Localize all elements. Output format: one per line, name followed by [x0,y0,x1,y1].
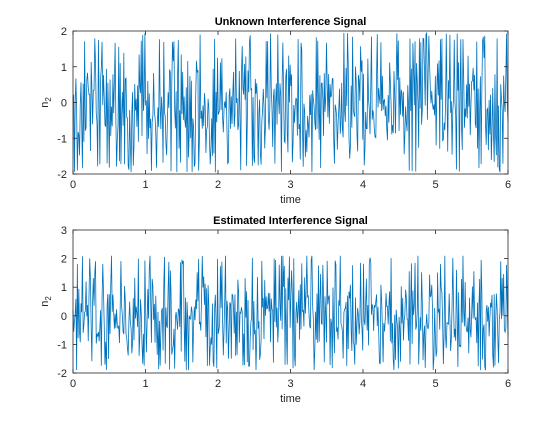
x-tick-label: 1 [142,378,148,390]
chart-title: Estimated Interference Signal [213,215,368,227]
y-tick-label: -1 [57,339,67,351]
y-axis-label: n2 [39,97,53,108]
x-tick-label: 4 [360,179,366,191]
y-tick-label: -2 [57,368,67,380]
y-tick-label: 0 [61,311,67,323]
y-axis-label-subscript: 2 [44,97,53,102]
y-tick-label: 2 [61,254,67,266]
y-axis-label-main: n [39,102,51,108]
chart-title: Unknown Interference Signal [215,16,367,28]
x-tick-label: 2 [215,378,221,390]
y-axis-label: n2 [39,296,53,307]
x-tick-label: 5 [432,378,438,390]
x-tick-label: 3 [287,179,293,191]
x-tick-label: 6 [505,179,511,191]
y-tick-label: 3 [61,225,67,237]
x-tick-label: 6 [505,378,511,390]
y-tick-label: 1 [61,282,67,294]
y-axis-label-main: n [39,301,51,307]
y-tick-label: 0 [61,98,67,110]
y-axis-label-subscript: 2 [44,296,53,301]
x-tick-label: 1 [142,179,148,191]
x-axis-label: time [280,194,301,206]
x-tick-label: 0 [70,179,76,191]
y-tick-label: 2 [61,26,67,38]
x-tick-label: 3 [287,378,293,390]
x-tick-label: 4 [360,378,366,390]
y-tick-label: -1 [57,133,67,145]
axes-bottom: 0 1 2 3 4 5 6 -2 -1 0 1 2 3 Estimated Interference Si… [39,215,511,405]
x-axis-label: time [280,393,301,405]
y-tick-label: -2 [57,169,67,181]
x-tick-label: 0 [70,378,76,390]
x-tick-label: 2 [215,179,221,191]
axes-top: 0 1 2 3 4 5 6 -2 -1 0 1 2 Unknown Interference Signa… [39,16,511,206]
x-tick-label: 5 [432,179,438,191]
signal-line [72,31,509,173]
y-tick-label: 1 [61,62,67,74]
signal-line [72,255,509,371]
